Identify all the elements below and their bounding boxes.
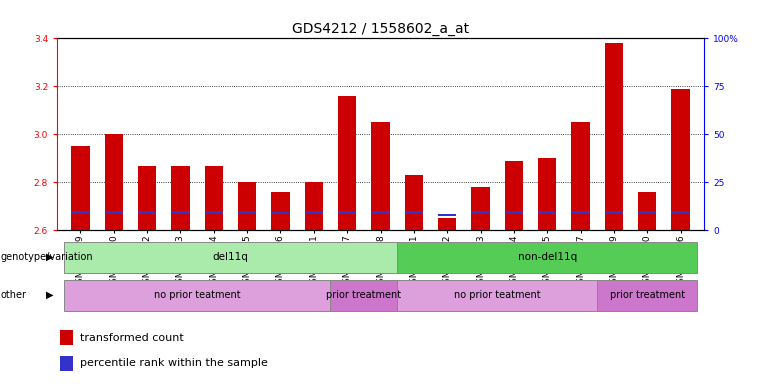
Bar — [60, 356, 73, 371]
Bar — [638, 212, 657, 214]
Bar — [572, 122, 590, 230]
Bar — [671, 89, 689, 230]
Bar — [605, 43, 623, 230]
Bar — [505, 212, 523, 214]
Text: ▶: ▶ — [46, 252, 53, 262]
Bar — [638, 192, 657, 230]
Bar — [138, 212, 156, 214]
Bar — [397, 242, 697, 273]
Text: ▶: ▶ — [46, 290, 53, 300]
Text: del11q: del11q — [212, 252, 248, 262]
Bar — [338, 96, 356, 230]
Bar — [238, 182, 256, 230]
Bar — [171, 166, 189, 230]
Bar — [238, 212, 256, 214]
Bar — [397, 280, 597, 311]
Bar — [205, 166, 223, 230]
Text: transformed count: transformed count — [80, 333, 183, 343]
Text: percentile rank within the sample: percentile rank within the sample — [80, 358, 268, 368]
Bar — [405, 175, 423, 230]
Bar — [338, 211, 356, 214]
Bar — [538, 212, 556, 214]
Bar — [171, 212, 189, 214]
Bar — [572, 212, 590, 214]
Bar — [405, 212, 423, 214]
Bar — [72, 212, 90, 214]
Bar — [104, 211, 123, 214]
Bar — [597, 280, 697, 311]
Text: non-del11q: non-del11q — [517, 252, 577, 262]
Bar — [104, 134, 123, 230]
Title: GDS4212 / 1558602_a_at: GDS4212 / 1558602_a_at — [292, 22, 469, 36]
Bar — [505, 161, 523, 230]
Bar — [72, 146, 90, 230]
Text: genotype/variation: genotype/variation — [1, 252, 94, 262]
Bar — [60, 330, 73, 345]
Bar — [304, 182, 323, 230]
Bar — [438, 218, 457, 230]
Bar — [272, 212, 290, 214]
Text: prior treatment: prior treatment — [610, 290, 685, 300]
Bar — [438, 214, 457, 216]
Bar — [138, 166, 156, 230]
Bar — [304, 212, 323, 214]
Text: no prior teatment: no prior teatment — [154, 290, 240, 300]
Bar — [538, 159, 556, 230]
Bar — [471, 212, 489, 214]
Text: prior treatment: prior treatment — [326, 290, 401, 300]
Text: other: other — [1, 290, 27, 300]
Bar — [64, 242, 397, 273]
Bar — [671, 211, 689, 214]
Text: no prior teatment: no prior teatment — [454, 290, 540, 300]
Bar — [371, 122, 390, 230]
Bar — [371, 211, 390, 214]
Bar — [64, 280, 330, 311]
Bar — [471, 187, 489, 230]
Bar — [605, 212, 623, 214]
Bar — [205, 212, 223, 214]
Bar — [330, 280, 397, 311]
Bar — [272, 192, 290, 230]
